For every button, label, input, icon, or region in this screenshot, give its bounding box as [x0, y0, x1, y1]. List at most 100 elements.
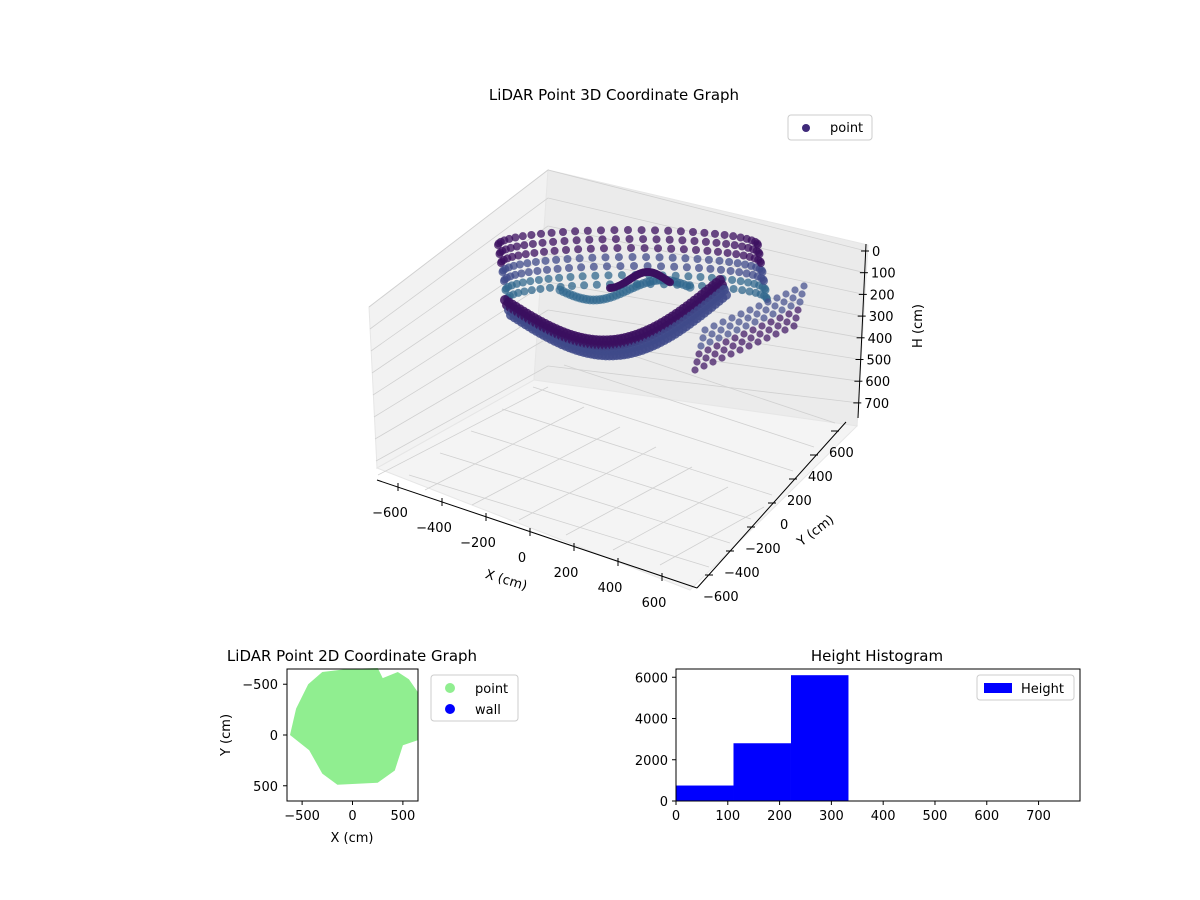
y-tick-histogram: 0 [660, 795, 668, 810]
histogram-title: Height Histogram [811, 647, 943, 665]
point-3d [738, 338, 746, 346]
point-3d [549, 237, 558, 246]
histogram-bar [790, 675, 849, 801]
point-3d [787, 302, 795, 310]
y-tick-3d: −200 [745, 542, 781, 557]
point-3d [715, 334, 723, 342]
point-3d [568, 282, 576, 291]
legend-histogram-swatch [984, 683, 1012, 693]
point-3d [577, 263, 586, 272]
point-3d [774, 322, 782, 330]
point-3d [588, 253, 597, 262]
point-3d [586, 244, 595, 253]
point-3d [735, 318, 743, 326]
y-tick-2d: 0 [270, 729, 278, 744]
point-3d [695, 350, 703, 358]
point-3d [559, 228, 567, 237]
point-3d [794, 306, 802, 314]
point-3d [725, 257, 734, 266]
point-3d [528, 239, 537, 248]
point-3d [684, 272, 693, 281]
point-3d [599, 244, 608, 253]
point-3d [531, 257, 540, 266]
legend-2d-point-marker [445, 683, 455, 693]
point-3d [760, 277, 768, 285]
point-3d [616, 262, 625, 271]
point-3d [729, 342, 737, 350]
point-3d [518, 232, 527, 241]
point-3d [796, 298, 804, 306]
point-3d [654, 244, 663, 253]
point-3d [536, 284, 545, 293]
point-3d [540, 247, 549, 256]
y-axis-label-3d: Y (cm) [794, 513, 837, 551]
point-3d [738, 242, 747, 251]
point-3d [783, 318, 791, 326]
point-3d [719, 318, 727, 326]
point-3d [699, 334, 707, 342]
point-3d [773, 294, 781, 302]
point-3d [709, 358, 717, 366]
point-3d [706, 338, 714, 346]
z-axis-3d: 0 100 200 300 400 500 600 700 H (cm) [853, 243, 926, 419]
point-3d [729, 284, 738, 293]
point-3d [514, 251, 523, 260]
point-3d [679, 245, 688, 254]
point-3d [511, 233, 520, 242]
point-3d [552, 255, 561, 264]
point-3d [726, 322, 734, 330]
point-3d [742, 269, 751, 278]
point-3d [572, 236, 581, 245]
point-3d [800, 282, 808, 290]
x-axis-label-2d: X (cm) [331, 831, 374, 846]
y-tick-3d: 600 [829, 446, 854, 461]
point-3d [798, 290, 806, 298]
point-3d [664, 226, 673, 235]
point-3d [744, 314, 752, 322]
point-3d [751, 318, 759, 326]
point-3d [737, 310, 745, 318]
point-3d [771, 302, 779, 310]
point-3d [710, 229, 719, 238]
point-3d [520, 241, 529, 250]
point-3d [754, 241, 762, 249]
legend-3d-point-marker [802, 124, 810, 132]
point-3d [785, 310, 793, 318]
point-3d [761, 286, 770, 294]
point-cloud-2d [290, 668, 418, 785]
point-3d [729, 232, 738, 241]
point-3d [728, 275, 737, 284]
y-tick-histogram: 4000 [635, 713, 668, 728]
point-3d [547, 228, 556, 237]
point-3d [753, 310, 761, 318]
point-3d [735, 268, 744, 277]
point-3d [776, 314, 784, 322]
point-3d [727, 350, 735, 358]
y-axis-label-2d: Y (cm) [219, 714, 234, 757]
point-3d [760, 314, 768, 322]
point-3d [651, 226, 660, 235]
point-3d [767, 318, 775, 326]
x-tick-histogram: 700 [1026, 809, 1051, 824]
point-3d [697, 342, 705, 350]
point-3d [756, 330, 764, 338]
x-tick-3d: −600 [372, 506, 408, 521]
point-3d [758, 268, 767, 276]
x-tick-2d: −500 [284, 809, 320, 824]
point-3d [585, 235, 594, 244]
point-3d [514, 288, 523, 297]
point-3d [782, 290, 790, 298]
legend-2d-wall-label: wall [475, 703, 501, 718]
point-3d [560, 237, 569, 246]
legend-3d-point-label: point [830, 121, 863, 136]
point-3d [580, 281, 589, 290]
point-3d [555, 273, 564, 282]
point-3d [765, 326, 773, 334]
point-3d [678, 236, 687, 245]
z-tick-3d: 100 [871, 267, 896, 282]
point-3d [598, 235, 607, 244]
point-3d [546, 283, 555, 292]
point-3d [741, 260, 750, 269]
legend-2d-point-label: point [475, 682, 508, 697]
point-3d [693, 255, 702, 264]
